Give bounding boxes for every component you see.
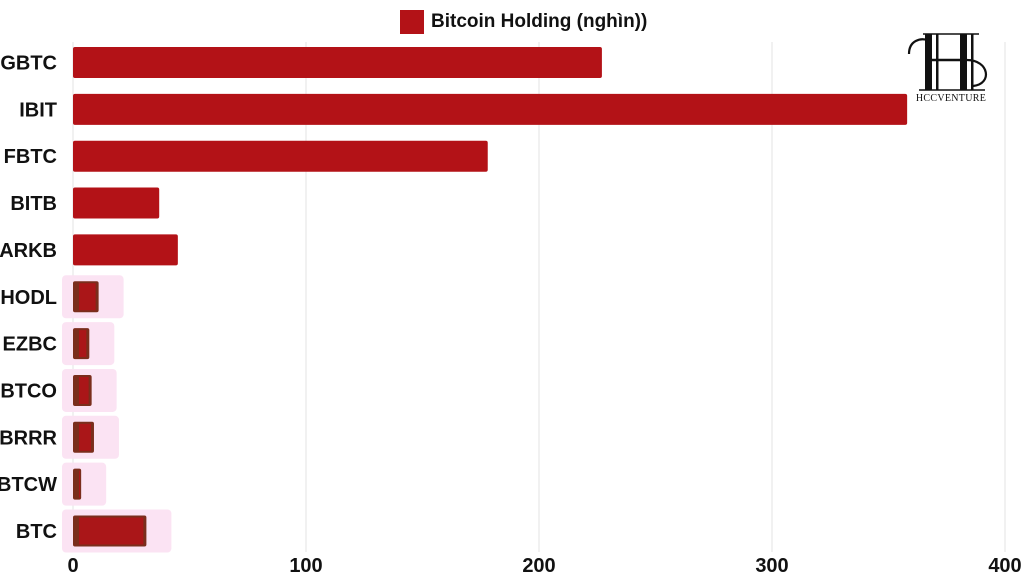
x-tick-label: 300 xyxy=(755,555,788,572)
category-label: BTCO xyxy=(0,380,57,402)
x-tick-label: 400 xyxy=(988,555,1021,572)
bar-inner xyxy=(79,470,80,498)
bar-inner xyxy=(79,283,96,311)
bar-inner xyxy=(79,517,144,545)
bar xyxy=(73,187,160,219)
x-tick-label: 200 xyxy=(522,555,555,572)
legend-label: Bitcoin Holding (nghìn)) xyxy=(431,11,648,32)
bar-inner xyxy=(79,376,89,404)
bar-highlight xyxy=(62,462,107,506)
category-label: BTCW xyxy=(0,474,57,496)
bar-inner xyxy=(79,330,87,358)
category-label: BITB xyxy=(10,193,57,215)
bar xyxy=(73,47,602,78)
bar xyxy=(73,234,178,266)
bar xyxy=(73,93,908,125)
x-tick-label: 100 xyxy=(289,555,322,572)
legend: Bitcoin Holding (nghìn)) xyxy=(400,10,647,34)
category-label: BRRR xyxy=(0,427,58,449)
bar-inner xyxy=(79,423,91,451)
category-label: HODL xyxy=(0,287,57,309)
hccventure-logo: HCCVENTURE xyxy=(905,30,997,108)
x-tick-label: 0 xyxy=(67,555,78,572)
category-label: GBTC xyxy=(0,53,57,75)
category-label: BTC xyxy=(16,521,57,543)
logo-mark-icon xyxy=(907,33,988,91)
category-label: FBTC xyxy=(4,146,57,168)
category-label: ARKB xyxy=(0,240,57,262)
category-label: IBIT xyxy=(19,99,57,121)
legend-swatch xyxy=(400,10,424,34)
category-label: EZBC xyxy=(3,334,57,356)
logo-text: HCCVENTURE xyxy=(915,93,987,104)
bar xyxy=(73,140,488,172)
